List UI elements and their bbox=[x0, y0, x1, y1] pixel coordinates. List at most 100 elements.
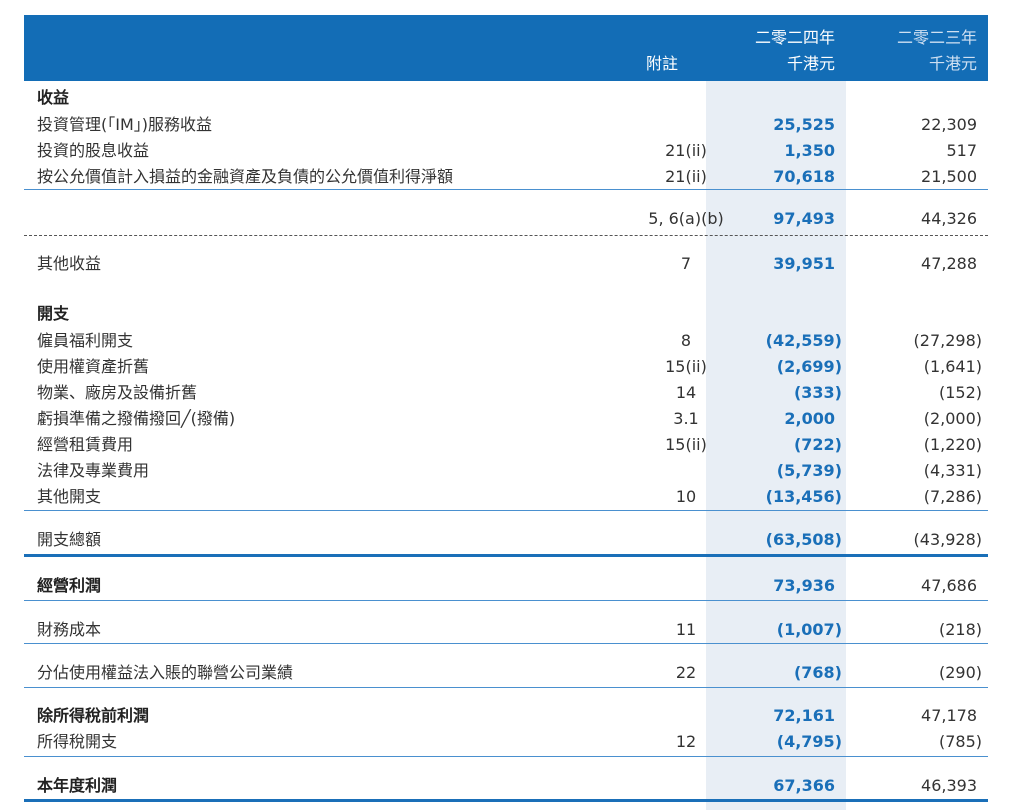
row-divider bbox=[24, 643, 988, 644]
row-divider bbox=[24, 687, 988, 688]
value-2024: (722) bbox=[793, 435, 842, 454]
value-2024: 73,936 bbox=[773, 576, 835, 595]
value-2023: (290) bbox=[938, 663, 982, 682]
row-label: 法律及專業費用 bbox=[37, 461, 150, 480]
table-row: 投資的股息收益 21(ii) 1,350 517 bbox=[24, 140, 988, 162]
value-2023: (1,220) bbox=[923, 435, 982, 454]
value-2024: 39,951 bbox=[773, 254, 835, 273]
value-2024: 1,350 bbox=[784, 141, 835, 160]
value-2024: (63,508) bbox=[765, 530, 842, 549]
row-label: 分佔使用權益法入賬的聯營公司業績 bbox=[37, 663, 294, 682]
table-row: 其他開支 10 (13,456) (7,286) bbox=[24, 486, 988, 508]
row-note: 12 bbox=[675, 732, 697, 751]
row-label: 開支總額 bbox=[37, 530, 102, 549]
value-2023: (7,286) bbox=[923, 487, 982, 506]
table-row: 開支總額 (63,508) (43,928) bbox=[24, 529, 988, 551]
row-note: 3.1 bbox=[673, 409, 699, 428]
table-row: 投資管理(「IM」)服務收益 25,525 22,309 bbox=[24, 114, 988, 136]
table-row: 經營租賃費用 15(ii) (722) (1,220) bbox=[24, 434, 988, 456]
unit-2023-header: 千港元 bbox=[928, 54, 977, 73]
table-row: 僱員福利開支 8 (42,559) (27,298) bbox=[24, 330, 988, 352]
row-label: 投資的股息收益 bbox=[37, 141, 150, 160]
note-column-header: 附註 bbox=[646, 54, 679, 73]
row-label: 經營租賃費用 bbox=[37, 435, 134, 454]
value-2023: 21,500 bbox=[921, 167, 977, 186]
value-2023: (785) bbox=[938, 732, 982, 751]
value-2024: (4,795) bbox=[776, 732, 842, 751]
value-2023: (152) bbox=[938, 383, 982, 402]
value-2024: (13,456) bbox=[765, 487, 842, 506]
value-2023: 22,309 bbox=[921, 115, 977, 134]
row-note: 8 bbox=[680, 331, 692, 350]
row-label: 本年度利潤 bbox=[37, 776, 118, 795]
value-2023: (218) bbox=[938, 620, 982, 639]
value-2024: 2,000 bbox=[784, 409, 835, 428]
table-row: 財務成本 11 (1,007) (218) bbox=[24, 619, 988, 641]
value-2024: (768) bbox=[793, 663, 842, 682]
value-2023: (2,000) bbox=[923, 409, 982, 428]
table-row: 使用權資產折舊 15(ii) (2,699) (1,641) bbox=[24, 356, 988, 378]
row-label: 其他開支 bbox=[37, 487, 102, 506]
value-2024: (1,007) bbox=[776, 620, 842, 639]
value-2023: (27,298) bbox=[913, 331, 982, 350]
current-year-highlight bbox=[706, 81, 846, 810]
value-2023: (4,331) bbox=[923, 461, 982, 480]
row-divider bbox=[24, 756, 988, 757]
value-2024: 97,493 bbox=[773, 209, 835, 228]
value-2023: 44,326 bbox=[921, 209, 977, 228]
table-row: 分佔使用權益法入賬的聯營公司業績 22 (768) (290) bbox=[24, 662, 988, 684]
value-2024: (5,739) bbox=[776, 461, 842, 480]
row-label: 經營利潤 bbox=[37, 576, 102, 595]
table-row: 開支 bbox=[24, 303, 988, 325]
value-2023: 46,393 bbox=[921, 776, 977, 795]
row-label: 虧損準備之撥備撥回╱(撥備) bbox=[37, 409, 236, 428]
table-row: 物業、廠房及設備折舊 14 (333) (152) bbox=[24, 382, 988, 404]
row-note: 15(ii) bbox=[665, 435, 707, 454]
row-divider bbox=[24, 600, 988, 601]
row-note: 5, 6(a)(b) bbox=[648, 209, 724, 228]
row-label: 除所得稅前利潤 bbox=[37, 706, 150, 725]
row-label: 投資管理(「IM」)服務收益 bbox=[37, 115, 213, 134]
value-2024: (42,559) bbox=[765, 331, 842, 350]
table-row: 本年度利潤 67,366 46,393 bbox=[24, 775, 988, 797]
value-2024: 72,161 bbox=[773, 706, 835, 725]
row-label: 其他收益 bbox=[37, 254, 102, 273]
value-2023: 517 bbox=[946, 141, 977, 160]
row-note: 10 bbox=[675, 487, 697, 506]
row-note: 15(ii) bbox=[665, 357, 707, 376]
value-2024: (2,699) bbox=[776, 357, 842, 376]
table-row: 收益 bbox=[24, 87, 988, 109]
value-2024: 70,618 bbox=[773, 167, 835, 186]
row-divider bbox=[24, 799, 988, 802]
row-divider bbox=[24, 554, 988, 557]
table-header: 附註 二零二四年 千港元 二零二三年 千港元 bbox=[24, 15, 988, 81]
row-label: 收益 bbox=[37, 88, 70, 107]
year-2024-header: 二零二四年 bbox=[754, 28, 835, 47]
value-2024: (333) bbox=[793, 383, 842, 402]
row-note: 22 bbox=[675, 663, 697, 682]
value-2023: 47,178 bbox=[921, 706, 977, 725]
table-row: 按公允價值計入損益的金融資產及負債的公允價值利得淨額 21(ii) 70,618 21… bbox=[24, 166, 988, 188]
value-2023: 47,288 bbox=[921, 254, 977, 273]
value-2024: 67,366 bbox=[773, 776, 835, 795]
table-row: 法律及專業費用 (5,739) (4,331) bbox=[24, 460, 988, 482]
value-2023: (1,641) bbox=[923, 357, 982, 376]
row-note: 21(ii) bbox=[665, 141, 707, 160]
value-2023: 47,686 bbox=[921, 576, 977, 595]
row-label: 財務成本 bbox=[37, 620, 102, 639]
unit-2024-header: 千港元 bbox=[786, 54, 835, 73]
table-row: 其他收益 7 39,951 47,288 bbox=[24, 253, 988, 275]
table-row: 除所得稅前利潤 72,161 47,178 bbox=[24, 705, 988, 727]
row-note: 7 bbox=[680, 254, 692, 273]
value-2024: 25,525 bbox=[773, 115, 835, 134]
row-label: 按公允價值計入損益的金融資產及負債的公允價值利得淨額 bbox=[37, 167, 454, 186]
row-divider bbox=[24, 510, 988, 511]
row-note: 21(ii) bbox=[665, 167, 707, 186]
row-note: 14 bbox=[675, 383, 697, 402]
row-label: 僱員福利開支 bbox=[37, 331, 134, 350]
row-label: 物業、廠房及設備折舊 bbox=[37, 383, 198, 402]
row-divider bbox=[24, 189, 988, 190]
year-2023-header: 二零二三年 bbox=[896, 28, 977, 47]
table-row: 經營利潤 73,936 47,686 bbox=[24, 575, 988, 597]
row-divider bbox=[24, 235, 988, 236]
